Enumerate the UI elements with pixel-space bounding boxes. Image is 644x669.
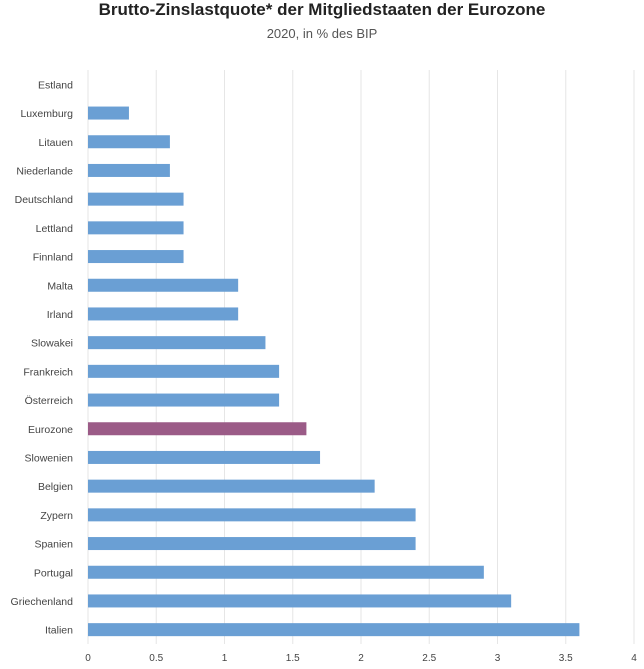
x-tick-label: 2.5 — [422, 653, 436, 664]
x-tick-label: 4 — [631, 653, 637, 664]
bar-frankreich — [88, 364, 280, 378]
x-tick-label: 3.5 — [559, 653, 573, 664]
grid-lines — [87, 70, 635, 644]
category-label: Niederlande — [16, 165, 73, 177]
bar-slowenien — [88, 450, 321, 464]
bar-griechenland — [88, 594, 512, 608]
x-tick-label: 0.5 — [149, 653, 163, 664]
x-tick-label: 3 — [495, 653, 501, 664]
bars — [88, 106, 580, 637]
category-label: Irland — [47, 309, 73, 321]
category-label: Österreich — [25, 395, 74, 407]
chart-title: Brutto-Zinslastquote* der Mitgliedstaate… — [98, 0, 546, 19]
bar-niederlande — [88, 163, 170, 177]
x-tick-label: 0 — [85, 653, 91, 664]
category-label: Frankreich — [23, 366, 73, 378]
category-label: Luxemburg — [20, 108, 73, 120]
bar-belgien — [88, 479, 375, 493]
category-label: Griechenland — [11, 596, 74, 608]
bar-deutschland — [88, 192, 184, 206]
bar-luxemburg — [88, 106, 129, 120]
bar-spanien — [88, 537, 416, 551]
x-axis-tick-labels: 0 0.5 1 1.5 2 2.5 3 3.5 4 — [85, 653, 637, 664]
bar-slowakei — [88, 336, 266, 350]
bar-finnland — [88, 250, 184, 264]
bar-eurozone — [88, 422, 307, 436]
category-label: Lettland — [36, 223, 74, 235]
category-label: Spanien — [34, 539, 73, 551]
category-label: Deutschland — [15, 194, 74, 206]
category-label: Eurozone — [28, 424, 73, 436]
bar-italien — [88, 623, 580, 637]
bar-portugal — [88, 565, 484, 579]
category-label: Portugal — [34, 567, 73, 579]
category-label: Italien — [45, 625, 73, 637]
x-tick-label: 2 — [358, 653, 364, 664]
bar-zypern — [88, 508, 416, 522]
category-label: Slowakei — [31, 338, 73, 350]
x-tick-label: 1.5 — [286, 653, 300, 664]
bar-österreich — [88, 393, 280, 407]
category-label: Litauen — [39, 137, 74, 149]
chart-subtitle: 2020, in % des BIP — [266, 26, 378, 41]
category-label: Estland — [38, 79, 73, 91]
category-label: Finnland — [33, 252, 73, 264]
category-label: Belgien — [38, 481, 73, 493]
category-label: Zypern — [40, 510, 73, 522]
bar-malta — [88, 278, 239, 292]
category-label: Malta — [47, 280, 73, 292]
category-label: Slowenien — [25, 452, 74, 464]
bar-irland — [88, 307, 239, 321]
bar-lettland — [88, 221, 184, 235]
category-labels: Estland Luxemburg Litauen Niederlande Deutsc… — [11, 79, 74, 636]
x-tick-label: 1 — [222, 653, 228, 664]
bar-litauen — [88, 135, 170, 149]
